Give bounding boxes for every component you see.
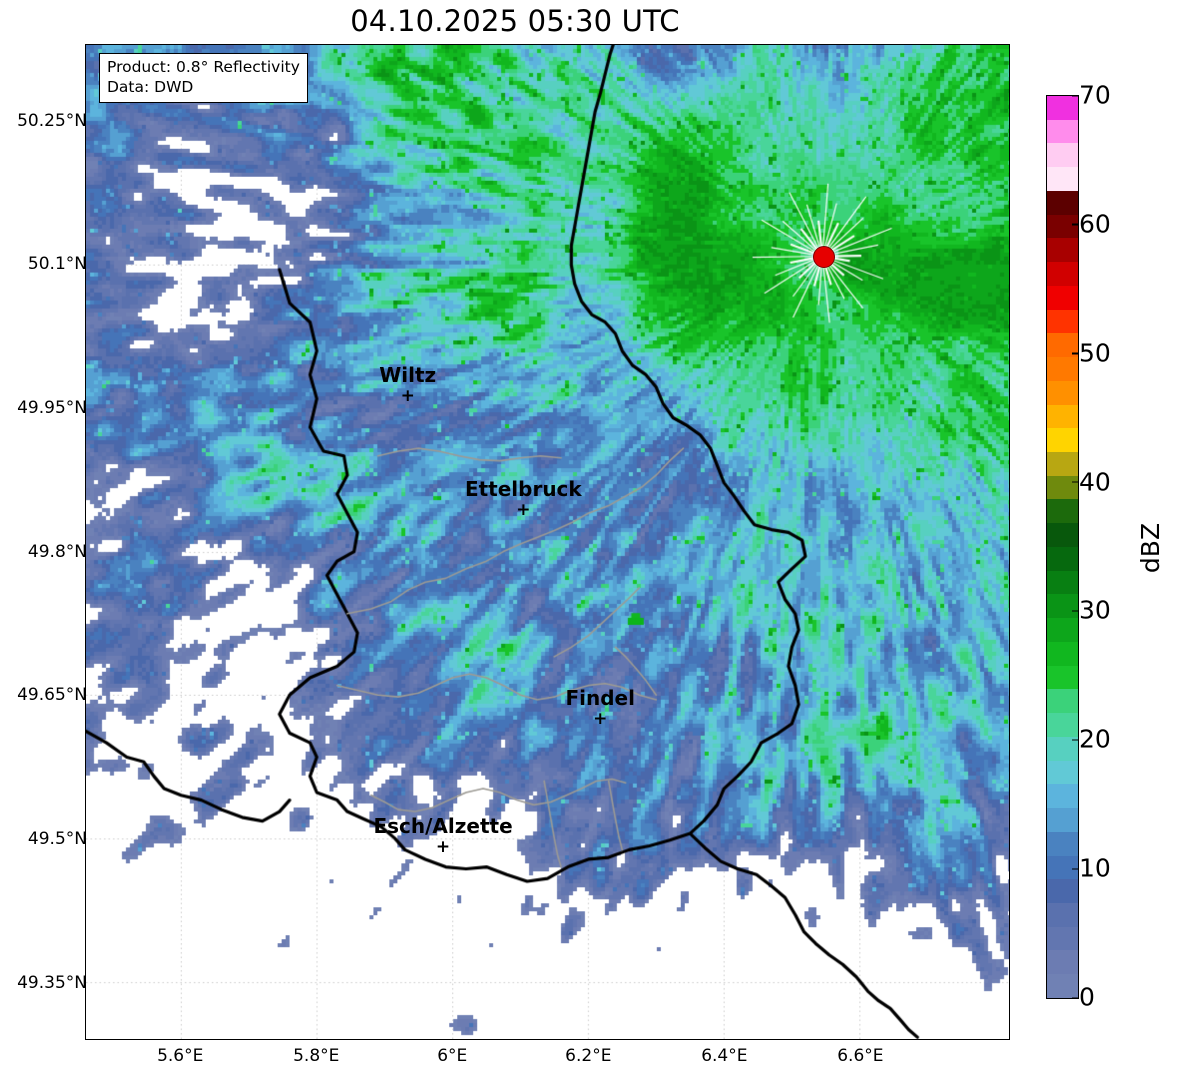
colorbar-band	[1047, 713, 1078, 737]
colorbar-tick-60: 60	[1072, 209, 1111, 239]
colorbar-band	[1047, 594, 1078, 619]
colorbar-axis-label: dBZ	[1136, 522, 1165, 574]
colorbar-band	[1047, 523, 1078, 547]
colorbar-tick-30: 30	[1072, 595, 1111, 625]
x-tick-label: 5.6°E	[157, 1046, 204, 1066]
colorbar-band	[1047, 689, 1078, 714]
colorbar-band	[1047, 784, 1078, 809]
y-tick-label: 49.95°N	[17, 397, 87, 418]
y-tick-label: 49.65°N	[17, 685, 87, 706]
colorbar-band	[1047, 309, 1078, 334]
map-annotations-overlay: Product: 0.8° Reflectivity Data: DWD Wil…	[86, 45, 1009, 1039]
city-label-ettelbruck: Ettelbruck +	[465, 479, 582, 519]
product-info-box: Product: 0.8° Reflectivity Data: DWD	[99, 53, 308, 103]
colorbar-band	[1047, 475, 1078, 500]
colorbar-band	[1047, 499, 1078, 524]
x-tick-label: 6.4°E	[701, 1046, 748, 1066]
radar-map-plot[interactable]: Product: 0.8° Reflectivity Data: DWD Wil…	[85, 44, 1010, 1040]
colorbar-band	[1047, 831, 1078, 856]
colorbar-band	[1047, 357, 1078, 381]
radar-site-marker[interactable]	[812, 245, 835, 268]
city-name: Wiltz	[379, 362, 437, 387]
y-tick-label: 49.35°N	[17, 972, 87, 993]
city-marker: +	[593, 709, 608, 730]
colorbar-band	[1047, 974, 1078, 998]
colorbar-band	[1047, 238, 1078, 263]
x-tick-label: 6°E	[437, 1046, 468, 1066]
colorbar-band	[1047, 143, 1078, 168]
info-product-line: Product: 0.8° Reflectivity	[107, 58, 300, 76]
city-label-wiltz: Wiltz +	[379, 365, 436, 405]
colorbar-band	[1047, 760, 1078, 785]
x-tick-label: 5.8°E	[293, 1046, 340, 1066]
info-data-line: Data: DWD	[107, 78, 194, 97]
colorbar-band	[1047, 546, 1078, 571]
colorbar-tick-20: 20	[1072, 724, 1111, 754]
colorbar-band	[1047, 618, 1078, 642]
colorbar-band	[1047, 214, 1078, 239]
city-name: Findel	[565, 686, 635, 711]
city-marker: +	[435, 836, 451, 857]
colorbar-band	[1047, 404, 1078, 429]
colorbar-band	[1047, 808, 1078, 832]
country-borders-layer	[86, 45, 1009, 1039]
colorbar-band	[1047, 736, 1078, 761]
colorbar-band	[1047, 428, 1078, 453]
y-tick-label: 50.25°N	[17, 110, 87, 131]
colorbar-band	[1047, 855, 1078, 880]
colorbar-band	[1047, 285, 1078, 310]
colorbar-tick-10: 10	[1072, 853, 1111, 883]
city-marker: +	[516, 499, 531, 520]
colorbar-band	[1047, 926, 1078, 951]
colorbar-band	[1047, 665, 1078, 690]
city-marker: +	[400, 385, 415, 406]
page-title: 04.10.2025 05:30 UTC	[350, 4, 680, 38]
colorbar-tick-70: 70	[1072, 80, 1111, 110]
city-label-findel: Findel +	[565, 688, 635, 728]
colorbar-band	[1047, 950, 1078, 975]
colorbar-tick-40: 40	[1072, 467, 1111, 497]
colorbar-band	[1047, 333, 1078, 358]
colorbar-band	[1047, 641, 1078, 666]
y-tick-label: 50.1°N	[27, 254, 87, 275]
colorbar-band	[1047, 167, 1078, 191]
y-tick-label: 49.5°N	[27, 828, 87, 849]
x-tick-label: 6.2°E	[565, 1046, 612, 1066]
x-tick-label: 6.6°E	[837, 1046, 884, 1066]
colorbar-band	[1047, 902, 1078, 927]
city-name: Esch/Alzette	[373, 813, 513, 838]
city-name: Ettelbruck	[464, 476, 582, 501]
y-tick-label: 49.8°N	[27, 541, 87, 562]
colorbar-band	[1047, 452, 1078, 476]
colorbar-band	[1047, 570, 1078, 595]
city-label-esch-alzette: Esch/Alzette +	[373, 816, 512, 856]
colorbar-tick-50: 50	[1072, 338, 1111, 368]
colorbar-band	[1047, 879, 1078, 903]
colorbar	[1046, 95, 1079, 999]
colorbar-band	[1047, 380, 1078, 405]
colorbar-band	[1047, 96, 1078, 120]
colorbar-band	[1047, 190, 1078, 215]
colorbar-tick-0: 0	[1072, 982, 1095, 1012]
colorbar-band	[1047, 262, 1078, 286]
colorbar-band	[1047, 119, 1078, 144]
